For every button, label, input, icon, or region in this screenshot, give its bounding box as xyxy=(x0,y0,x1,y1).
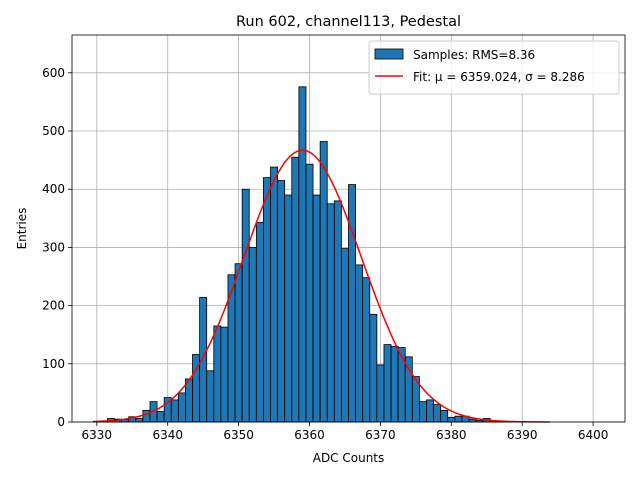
legend: Samples: RMS=8.36 Fit: μ = 6359.024, σ =… xyxy=(368,40,620,95)
y-axis-ticks: 0 100 200 300 400 500 600 xyxy=(42,66,72,429)
histogram-bar xyxy=(185,378,193,423)
histogram-bar xyxy=(142,409,151,423)
histogram-bar xyxy=(355,264,364,423)
histogram-bar xyxy=(199,297,208,423)
x-tick-label: 6380 xyxy=(436,428,467,442)
y-tick-label: 600 xyxy=(42,66,65,80)
histogram-bar xyxy=(326,203,335,423)
histogram-bar xyxy=(277,180,286,423)
histogram-bar xyxy=(341,248,349,423)
histogram-bar xyxy=(170,399,179,423)
legend-box xyxy=(368,40,620,95)
legend-fit-label: Fit: μ = 6359.024, σ = 8.286 xyxy=(413,70,585,84)
y-tick-label: 400 xyxy=(42,182,65,196)
gaussian-fit-curve xyxy=(93,149,550,423)
histogram-bar xyxy=(206,370,215,423)
plot-frame xyxy=(71,34,626,423)
histogram-bar xyxy=(284,194,293,423)
histogram-bar xyxy=(426,399,434,423)
histogram-bar xyxy=(305,163,314,423)
x-tick-label: 6330 xyxy=(82,428,113,442)
histogram-bar xyxy=(255,221,264,423)
histogram-bar xyxy=(298,86,307,423)
legend-histogram-label: Samples: RMS=8.36 xyxy=(413,48,535,62)
histogram-bar xyxy=(369,313,378,423)
histogram-bar xyxy=(312,194,321,423)
x-tick-label: 6400 xyxy=(578,428,609,442)
histogram-bar xyxy=(433,404,442,423)
histogram-bar xyxy=(333,200,342,423)
histogram-bar xyxy=(440,409,449,423)
histogram-bar xyxy=(404,356,413,423)
histogram-bar xyxy=(362,277,371,423)
histogram-bar xyxy=(468,418,477,423)
histogram-bar xyxy=(447,416,456,423)
y-tick-label: 300 xyxy=(42,240,65,254)
x-tick-label: 6390 xyxy=(507,428,538,442)
histogram-bar xyxy=(418,401,427,423)
y-tick-label: 500 xyxy=(42,124,65,138)
y-tick-label: 0 xyxy=(57,415,65,429)
y-tick-label: 100 xyxy=(42,357,65,371)
legend-histogram-swatch xyxy=(374,48,404,60)
histogram-bar xyxy=(234,263,243,423)
histogram-bar xyxy=(348,184,356,423)
x-tick-label: 6370 xyxy=(365,428,396,442)
histogram-bar xyxy=(397,347,406,423)
x-tick-label: 6360 xyxy=(294,428,325,442)
histogram-bar xyxy=(213,325,222,423)
histogram-bar xyxy=(248,247,257,423)
histogram-bar xyxy=(241,188,250,423)
histogram-bar xyxy=(135,418,144,423)
histogram-bar xyxy=(263,177,271,423)
x-tick-label: 6350 xyxy=(223,428,254,442)
y-tick-label: 200 xyxy=(42,299,65,313)
histogram-bar xyxy=(156,411,165,423)
chart-title: Run 602, channel113, Pedestal xyxy=(236,14,461,30)
histogram-bar xyxy=(270,166,279,423)
histogram-bar xyxy=(454,415,463,423)
x-axis-label: ADC Counts xyxy=(313,451,385,465)
histogram-bar xyxy=(376,364,385,423)
x-axis-ticks: 6330 6340 6350 6360 6370 6380 6390 6400 xyxy=(82,422,609,442)
histogram-bar xyxy=(220,326,229,423)
histogram-bar xyxy=(383,344,392,423)
histogram-bar xyxy=(177,392,186,423)
y-axis-label: Entries xyxy=(15,208,29,250)
x-tick-label: 6340 xyxy=(152,428,183,442)
histogram-bar xyxy=(291,156,300,423)
histogram-bar xyxy=(319,141,328,423)
histogram-bar xyxy=(390,345,399,423)
